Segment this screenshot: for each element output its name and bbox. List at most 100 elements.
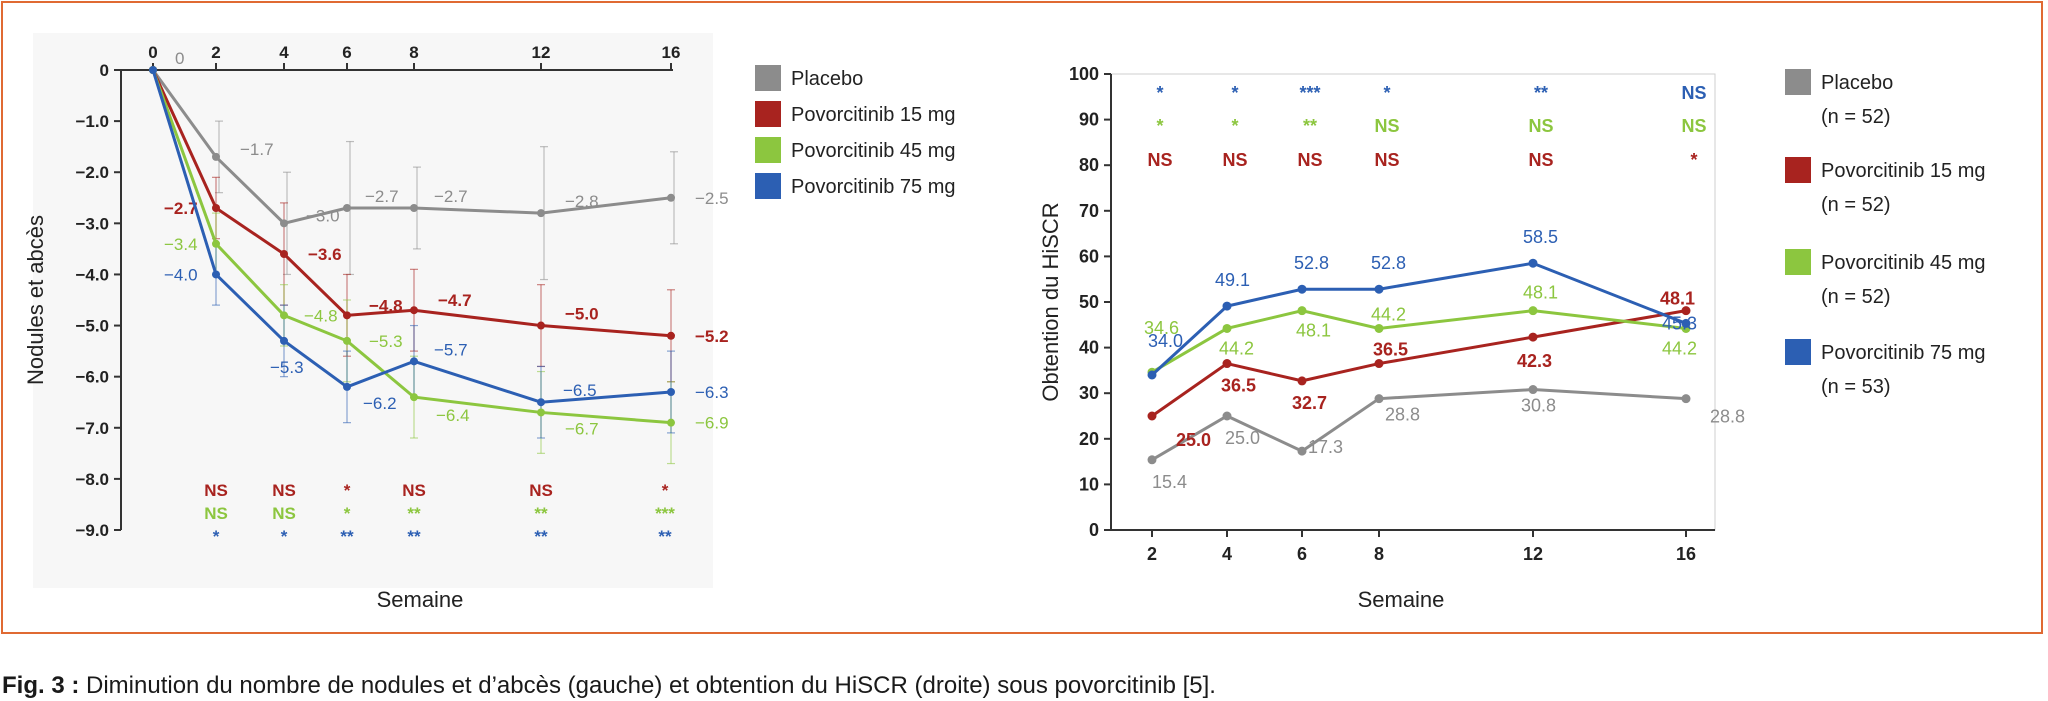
data-label-povo45: 44.2: [1219, 338, 1254, 358]
y-tick-label: 60: [1079, 246, 1099, 266]
x-tick-label: 6: [1297, 544, 1307, 564]
data-label-placebo: −2.5: [695, 189, 729, 208]
y-tick-label: 40: [1079, 338, 1099, 358]
nodules-chart: 0 −1.0 −2.0 −3.0 −4.0 −5.0 −6.0 −7.0 −8.0 −9.0 0 2 4…: [23, 33, 956, 612]
significance-mark-povo75: **: [1534, 83, 1548, 103]
significance-mark-povo45: NS: [1374, 116, 1399, 136]
data-label-povo75: −4.0: [164, 265, 198, 284]
data-label-povo15: −3.6: [308, 245, 342, 264]
data-label-povo75: 45.3: [1662, 313, 1697, 333]
data-label-povo15: 36.5: [1373, 340, 1408, 360]
data-label-povo45: −6.7: [565, 419, 599, 438]
data-point-placebo: [537, 209, 545, 218]
legend-swatch-povo15: [755, 101, 781, 127]
caption-text: Diminution du nombre de nodules et d’abc…: [86, 672, 1216, 699]
data-point-povo75: [667, 388, 675, 396]
significance-mark-povo15: *: [1690, 150, 1697, 170]
data-point-povo75: [149, 66, 157, 74]
y-tick-label: −4.0: [75, 265, 109, 284]
x-tick-label: 4: [279, 43, 289, 62]
significance-mark-povo15: NS: [1297, 150, 1322, 170]
plot-area: [1110, 73, 1716, 531]
data-point-placebo: [1147, 455, 1157, 465]
significance-mark-povo15: *: [662, 481, 669, 500]
data-point-povo45: [1297, 306, 1307, 316]
x-tick-label: 2: [1147, 544, 1157, 564]
data-point-placebo: [280, 219, 288, 228]
data-label-placebo: −2.8: [565, 192, 599, 211]
data-point-povo75: [537, 398, 545, 407]
caption-label: Fig. 3 :: [2, 672, 80, 699]
data-point-placebo: [1528, 385, 1538, 395]
significance-mark-povo75: NS: [1681, 83, 1706, 103]
data-point-povo15: [537, 321, 545, 330]
data-point-povo75: [1297, 284, 1307, 294]
y-tick-label: 20: [1079, 429, 1099, 449]
data-point-povo75: [1374, 284, 1384, 294]
data-label-povo75: 58.5: [1523, 227, 1558, 247]
y-tick-label: −2.0: [75, 163, 109, 182]
significance-mark-povo45: NS: [1528, 116, 1553, 136]
significance-mark-povo15: NS: [1528, 150, 1553, 170]
significance-mark-povo75: *: [1156, 83, 1163, 103]
y-axis-title: Nodules et abcès: [23, 215, 48, 385]
data-point-povo75: [1222, 301, 1232, 311]
data-point-povo75: [1681, 318, 1691, 328]
significance-mark-povo75: **: [340, 527, 354, 546]
series-line-placebo: [1151, 388, 1687, 462]
data-label-povo15: −5.0: [565, 305, 599, 324]
y-tick-label: −3.0: [75, 214, 109, 233]
series-line-povo15: [1151, 309, 1687, 418]
data-label-povo15: 42.3: [1517, 351, 1552, 371]
series-line-povo75: [1150, 261, 1687, 377]
data-point-povo75: [1528, 258, 1538, 268]
significance-mark-povo75: *: [213, 527, 220, 546]
significance-mark-povo45: NS: [272, 504, 296, 523]
data-label-povo75: −6.3: [695, 383, 729, 402]
legend-swatch-povo45: [1785, 249, 1811, 275]
legend-swatch-povo75: [755, 173, 781, 199]
significance-mark-povo75: ***: [1299, 83, 1320, 103]
significance-mark-povo75: **: [534, 527, 548, 546]
data-label-povo45: −3.4: [164, 235, 198, 254]
x-tick-label: 4: [1222, 544, 1232, 564]
significance-mark-povo45: NS: [204, 504, 228, 523]
data-label-placebo: −1.7: [240, 140, 274, 159]
legend-n-placebo: (n = 52): [1821, 106, 1890, 128]
data-label-povo15: −2.7: [164, 199, 198, 218]
significance-mark-povo75: *: [281, 527, 288, 546]
y-tick-label: 90: [1079, 110, 1099, 130]
x-tick-label: 12: [532, 43, 551, 62]
legend-label-povo75: Povorcitinib 75 mg: [791, 176, 956, 198]
data-label-povo15: −5.2: [695, 327, 729, 346]
data-point-povo15: [410, 306, 418, 315]
data-point-povo45: [1222, 323, 1232, 333]
significance-mark-povo75: *: [1383, 83, 1390, 103]
y-tick-label: 100: [1069, 64, 1099, 84]
data-label-povo75: 52.8: [1371, 253, 1406, 273]
x-axis-title: Semaine: [1358, 587, 1445, 612]
significance-mark-povo75: **: [407, 527, 421, 546]
legend-label-povo45: Povorcitinib 45 mg: [791, 140, 956, 162]
significance-mark-povo45: *: [344, 504, 351, 523]
significance-mark-povo45: *: [1156, 116, 1163, 136]
data-label-povo75: −6.2: [363, 394, 397, 413]
data-point-placebo: [667, 193, 675, 202]
significance-mark-povo15: NS: [1147, 150, 1172, 170]
data-label-povo75: 52.8: [1294, 253, 1329, 273]
legend-label-povo15: Povorcitinib 15 mg: [1821, 160, 1986, 182]
data-label-povo45: −5.3: [369, 332, 403, 351]
legend-swatch-povo75: [1785, 339, 1811, 365]
significance-mark-povo15: NS: [204, 481, 228, 500]
data-label-povo45: −6.4: [436, 406, 470, 425]
data-point-povo45: [343, 336, 351, 345]
data-point-placebo: [1222, 411, 1232, 421]
data-label-placebo: 0: [175, 49, 184, 68]
data-label-povo75: 49.1: [1215, 270, 1250, 290]
figure-caption: Fig. 3 : Diminution du nombre de nodules…: [2, 672, 1216, 700]
y-tick-label: −6.0: [75, 368, 109, 387]
x-axis-title: Semaine: [377, 587, 464, 612]
data-point-povo45: [1528, 306, 1538, 316]
data-label-povo45: 48.1: [1523, 283, 1558, 303]
data-point-povo15: [1528, 332, 1538, 342]
